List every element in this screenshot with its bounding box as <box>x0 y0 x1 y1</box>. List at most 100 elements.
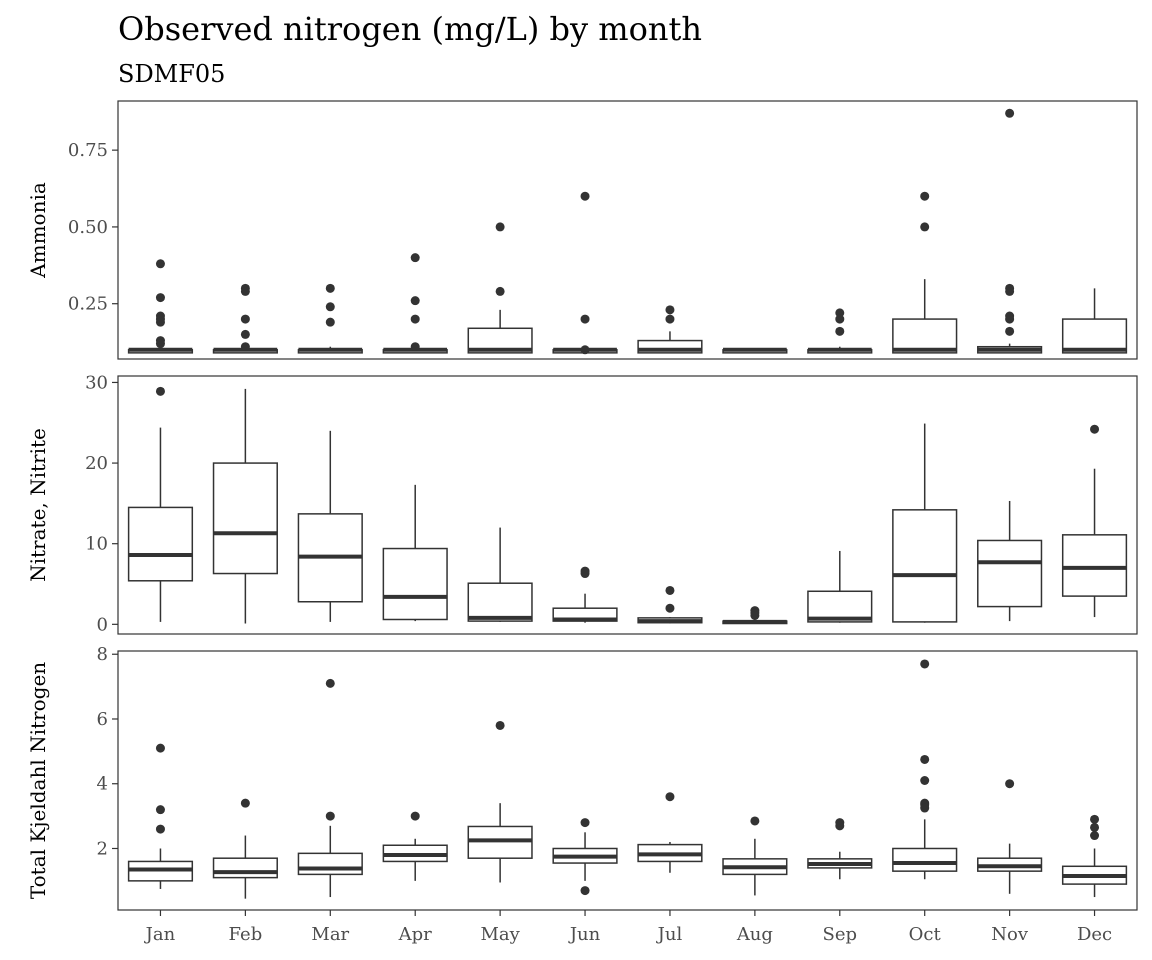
box-iqr <box>382 547 448 621</box>
box-iqr <box>977 539 1043 608</box>
box-iqr <box>212 857 278 879</box>
outlier-point <box>155 259 165 269</box>
x-tick-label-may: May <box>480 924 520 945</box>
box-iqr <box>892 509 958 623</box>
outlier-point <box>155 805 165 815</box>
outlier-point <box>665 585 675 595</box>
box-jun <box>552 566 618 623</box>
box-dec <box>1061 814 1128 898</box>
outlier-point <box>835 821 845 831</box>
outlier-point <box>495 222 505 232</box>
y-tick-label: 6 <box>97 709 108 730</box>
outlier-point <box>1090 831 1100 841</box>
box-dec <box>1061 288 1128 354</box>
outlier-point <box>665 314 675 324</box>
box-apr <box>382 484 448 622</box>
box-mar <box>297 678 363 898</box>
box-sep <box>807 550 873 623</box>
y-tick-label: 0.75 <box>68 140 108 161</box>
outlier-point <box>1005 779 1015 789</box>
outlier-point <box>155 743 165 753</box>
x-tick-label-sep: Sep <box>823 924 858 945</box>
x-tick-label-jun: Jun <box>568 924 601 945</box>
panel-ammonia: 0.25 0.50 0.75 Ammonia <box>26 100 1138 360</box>
outlier-point <box>1090 424 1100 434</box>
outlier-point <box>410 314 420 324</box>
box-aug <box>722 347 788 354</box>
outlier-point <box>155 293 165 303</box>
box-sep <box>807 308 873 354</box>
box-iqr <box>212 462 278 575</box>
box-aug <box>722 606 788 625</box>
x-tick-label-nov: Nov <box>991 924 1029 945</box>
outlier-point <box>325 811 335 821</box>
box-feb <box>212 283 278 354</box>
box-jun <box>552 818 618 896</box>
chart-subtitle: SDMF05 <box>118 60 225 88</box>
outlier-point <box>495 720 505 730</box>
box-oct <box>892 191 958 354</box>
outlier-point <box>580 886 590 896</box>
y-tick-label: 4 <box>97 774 108 795</box>
box-iqr <box>467 582 533 622</box>
outlier-point <box>155 339 165 349</box>
outlier-point <box>580 569 590 579</box>
outlier-point <box>920 803 930 813</box>
box-dec <box>1061 424 1128 618</box>
box-jan <box>127 743 194 889</box>
outlier-point <box>410 342 420 352</box>
outlier-point <box>920 754 930 764</box>
chart-title: Observed nitrogen (mg/L) by month <box>118 10 702 48</box>
box-feb <box>212 798 278 899</box>
panel-nitrate-nitrite: 0 10 20 30 Nitrate, Nitrite <box>26 372 1138 635</box>
outlier-point <box>495 286 505 296</box>
y-tick-label: 30 <box>85 372 108 393</box>
box-nov <box>977 500 1043 622</box>
y-tick-label: 2 <box>97 838 108 859</box>
box-sep <box>807 818 873 880</box>
x-tick-label-apr: Apr <box>398 924 433 945</box>
box-mar <box>297 430 363 622</box>
y-axis-title: Total Kjeldahl Nitrogen <box>26 662 50 899</box>
x-tick-label-oct: Oct <box>909 924 942 945</box>
box-nov <box>977 779 1043 894</box>
y-tick-label: 20 <box>85 453 108 474</box>
outlier-point <box>1005 326 1015 336</box>
y-tick-label: 0.25 <box>68 294 108 315</box>
box-jul <box>637 792 703 873</box>
outlier-point <box>410 811 420 821</box>
box-oct <box>892 659 958 880</box>
x-tick-label-dec: Dec <box>1077 924 1112 945</box>
outlier-point <box>580 191 590 201</box>
panel-total-kjeldahl-nitrogen: 2 4 6 8 Total Kjeldahl Nitrogen <box>26 644 1138 911</box>
x-axis: Jan Feb Mar Apr May Jun Jul Aug Sep Oct Nov Dec <box>144 910 1112 945</box>
y-tick-label: 0.50 <box>68 217 108 238</box>
panel-border <box>117 375 1138 635</box>
outlier-point <box>240 798 250 808</box>
box-apr <box>382 811 448 881</box>
box-jul <box>637 585 703 624</box>
outlier-point <box>580 818 590 828</box>
outlier-point <box>1005 286 1015 296</box>
panels-group: 0.25 0.50 0.75 Ammonia 0 10 20 30 Nitrate, Nitri… <box>26 100 1138 911</box>
outlier-point <box>750 610 760 620</box>
y-tick-label: 0 <box>97 614 108 635</box>
box-mar <box>297 283 363 354</box>
outlier-point <box>750 816 760 826</box>
outlier-point <box>1090 814 1100 824</box>
x-tick-label-aug: Aug <box>736 924 773 945</box>
x-tick-label-jan: Jan <box>144 924 176 945</box>
panel-border <box>117 650 1138 911</box>
box-jun <box>552 191 618 355</box>
outlier-point <box>1090 822 1100 832</box>
box-iqr <box>127 506 194 582</box>
outlier-point <box>920 776 930 785</box>
box-may <box>467 527 533 622</box>
outlier-point <box>240 329 250 339</box>
box-iqr <box>892 318 958 354</box>
outlier-point <box>410 253 420 263</box>
box-may <box>467 222 533 354</box>
outlier-point <box>835 326 845 336</box>
box-iqr <box>1061 318 1128 354</box>
